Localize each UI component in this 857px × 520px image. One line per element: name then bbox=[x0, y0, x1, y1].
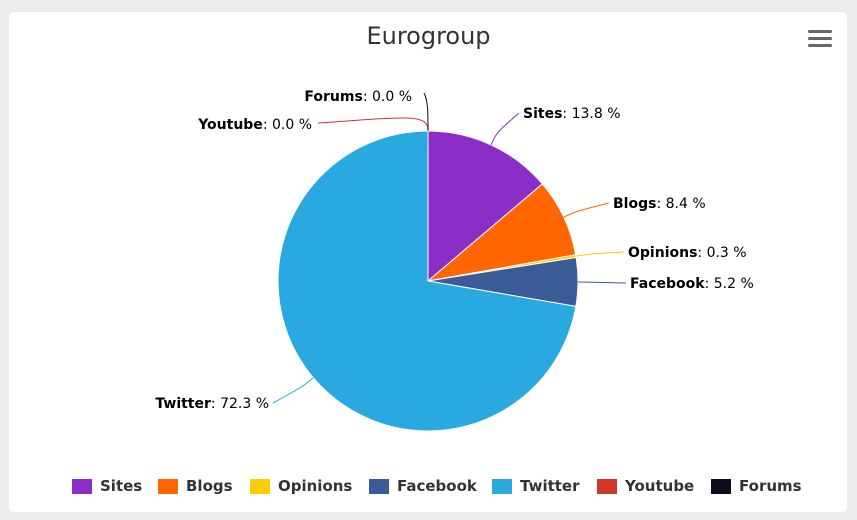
legend-item-youtube[interactable]: Youtube bbox=[597, 474, 694, 498]
hamburger-menu-icon[interactable] bbox=[808, 30, 832, 50]
pie-chart: Sites: 13.8 % Blogs: 8.4 % Opinions: 0.3 %… bbox=[155, 89, 754, 432]
data-label-forums: Forums: 0.0 % bbox=[304, 89, 412, 105]
pie-slice-sites[interactable] bbox=[427, 130, 543, 282]
legend-label-opinions: Opinions bbox=[278, 477, 353, 495]
data-label-blogs: Blogs: 8.4 % bbox=[613, 196, 706, 212]
connector-youtube bbox=[317, 117, 429, 132]
data-label-facebook: Facebook: 5.2 % bbox=[630, 276, 754, 292]
data-label-twitter: Twitter: 72.3 % bbox=[155, 396, 269, 412]
legend-item-twitter[interactable]: Twitter bbox=[492, 474, 580, 498]
legend-label-twitter: Twitter bbox=[520, 477, 580, 495]
data-label-sites: Sites: 13.8 % bbox=[523, 106, 621, 122]
connector-twitter bbox=[272, 377, 314, 404]
legend-label-sites: Sites bbox=[100, 477, 143, 495]
legend-label-forums: Forums bbox=[739, 477, 802, 495]
connector-opinions bbox=[575, 251, 625, 257]
legend-label-facebook: Facebook bbox=[397, 477, 477, 495]
legend-swatch-twitter bbox=[492, 478, 512, 494]
legend-swatch-youtube bbox=[597, 478, 617, 494]
legend-item-sites[interactable]: Sites bbox=[72, 474, 142, 498]
connector-facebook bbox=[577, 281, 627, 284]
chart-legend: Sites Blogs Opinions Facebook Twitter Youtube… bbox=[0, 474, 857, 498]
legend-swatch-sites bbox=[72, 478, 92, 494]
legend-item-opinions[interactable]: Opinions bbox=[250, 474, 352, 498]
connector-forums bbox=[423, 92, 429, 132]
legend-item-blogs[interactable]: Blogs bbox=[158, 474, 233, 498]
legend-swatch-forums bbox=[711, 478, 731, 494]
connector-blogs bbox=[563, 202, 610, 218]
pie-slice-twitter[interactable] bbox=[277, 130, 577, 432]
legend-swatch-blogs bbox=[158, 478, 178, 494]
legend-item-forums[interactable]: Forums bbox=[711, 474, 802, 498]
data-label-opinions: Opinions: 0.3 % bbox=[628, 245, 747, 261]
data-label-youtube: Youtube: 0.0 % bbox=[197, 117, 312, 133]
legend-label-blogs: Blogs bbox=[186, 477, 233, 495]
legend-label-youtube: Youtube bbox=[625, 477, 695, 495]
legend-swatch-opinions bbox=[250, 478, 270, 494]
connector-sites bbox=[490, 112, 520, 146]
chart-title: Eurogroup bbox=[366, 22, 491, 50]
legend-swatch-facebook bbox=[369, 478, 389, 494]
legend-item-facebook[interactable]: Facebook bbox=[369, 474, 477, 498]
